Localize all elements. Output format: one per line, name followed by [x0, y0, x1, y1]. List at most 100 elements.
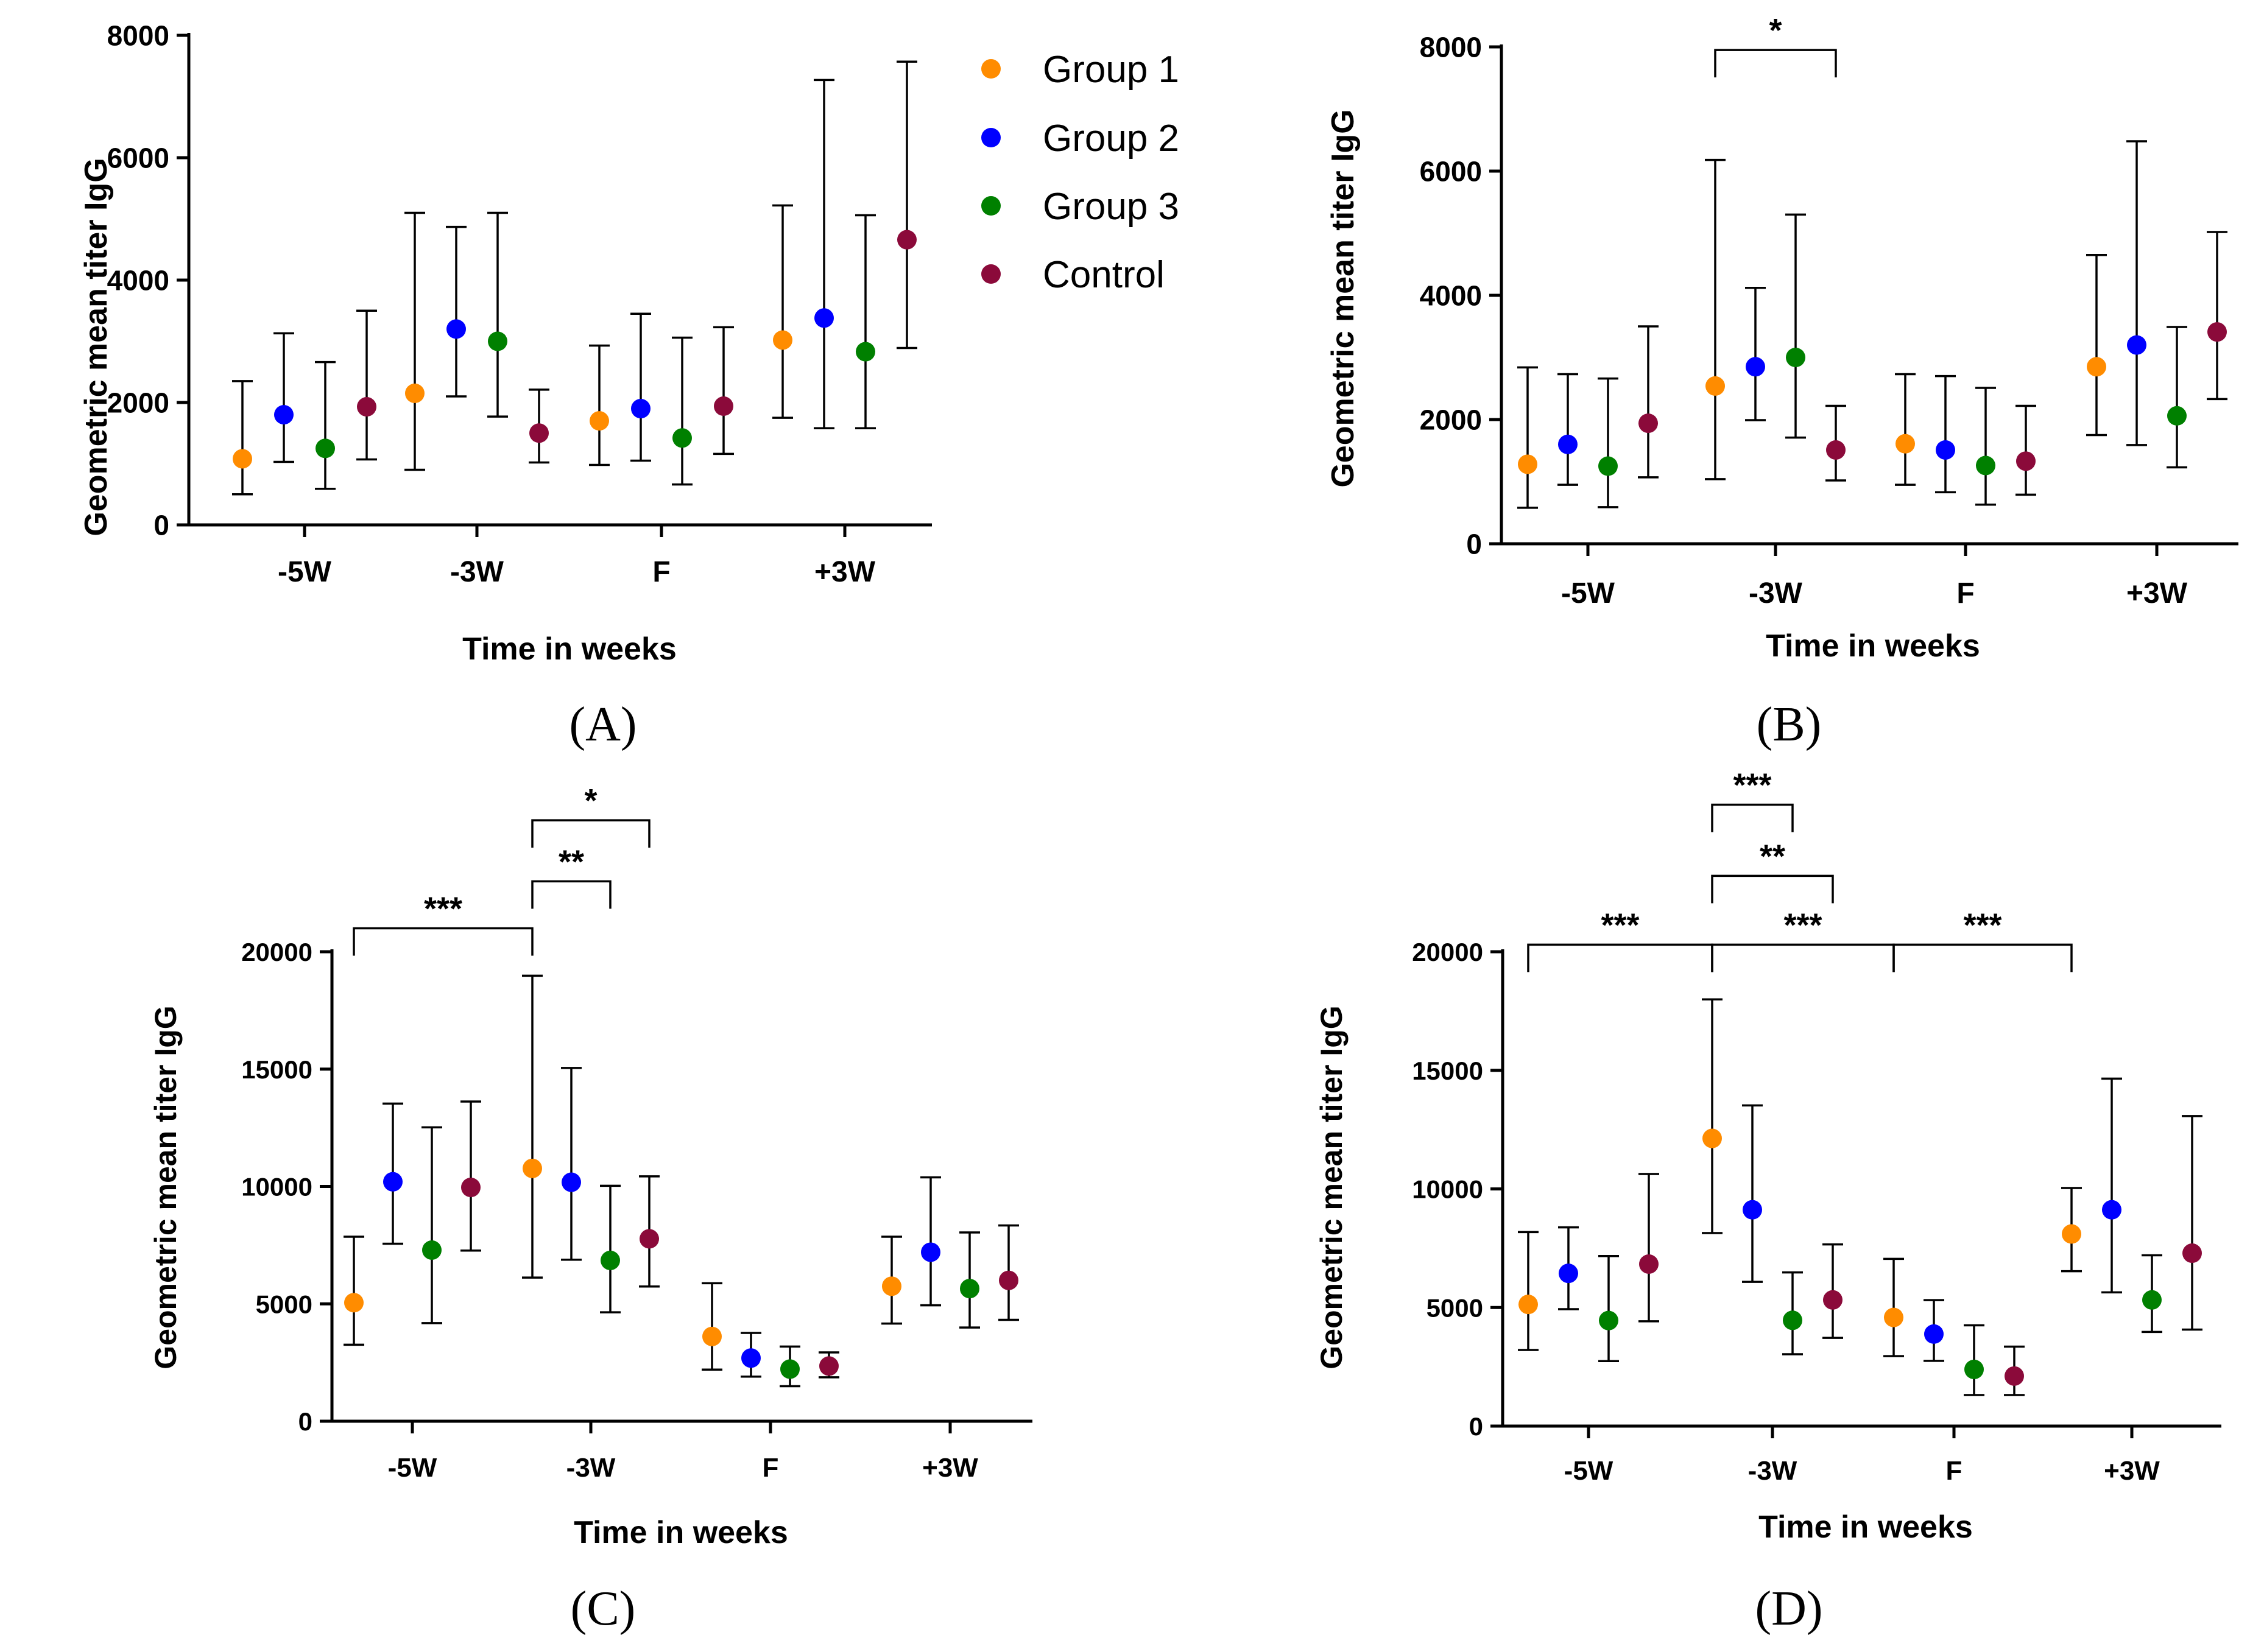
y-tick-label: 15000: [241, 1055, 312, 1084]
significance-bracket: [1711, 803, 1794, 832]
data-point: [274, 405, 294, 425]
significance-label: *: [584, 782, 597, 819]
data-point: [344, 1293, 364, 1313]
panel-c-label: (C): [571, 1582, 636, 1636]
data-point: [316, 438, 335, 459]
data-point: [1884, 1307, 1903, 1327]
data-point: [1598, 456, 1618, 476]
y-tick-label: 2000: [107, 387, 169, 419]
data-point: [2182, 1243, 2202, 1264]
legend-marker-group-3: [981, 196, 1001, 216]
y-tick-label: 2000: [1420, 404, 1482, 436]
data-point: [2087, 357, 2106, 377]
data-point: [1826, 440, 1846, 460]
data-point: [488, 331, 507, 351]
data-point: [1743, 1200, 1762, 1220]
data-point: [2127, 335, 2146, 355]
data-point: [562, 1172, 581, 1192]
data-point: [640, 1229, 659, 1249]
legend-label-group-2: Group 2: [1043, 118, 1179, 160]
significance-bracket: [1892, 943, 2073, 972]
data-point: [233, 449, 252, 469]
panel-c-ylabel: Geometric mean titer IgG: [149, 1005, 183, 1369]
significance-bracket: [1527, 943, 1713, 972]
legend: Group 1 Group 2 Group 3 Control: [981, 49, 1179, 296]
data-point: [1558, 434, 1578, 454]
legend-label-control: Control: [1043, 254, 1165, 296]
significance-label: ***: [424, 890, 462, 927]
x-tick-label: -5W: [1561, 577, 1615, 610]
legend-label-group-1: Group 1: [1043, 49, 1179, 91]
x-tick-label: F: [652, 556, 670, 588]
data-point: [882, 1276, 901, 1296]
data-point: [1976, 455, 1995, 476]
y-tick-label: 20000: [241, 938, 312, 966]
y-tick-label: 0: [153, 510, 169, 541]
y-tick-label: 0: [298, 1407, 312, 1436]
panel-a-label: (A): [569, 698, 637, 751]
data-point: [921, 1242, 940, 1262]
data-point: [2142, 1290, 2162, 1310]
data-point: [2005, 1366, 2024, 1386]
legend-label-group-3: Group 3: [1043, 186, 1179, 228]
data-point: [741, 1348, 761, 1368]
x-tick-label: -5W: [278, 556, 332, 588]
significance-bracket: [531, 819, 651, 848]
data-point: [702, 1326, 722, 1346]
data-point: [1895, 434, 1915, 454]
y-tick-label: 0: [1466, 529, 1482, 560]
data-point: [2062, 1224, 2081, 1244]
data-point: [529, 423, 549, 443]
data-point: [814, 308, 834, 328]
significance-label: **: [559, 843, 584, 880]
data-point: [2102, 1200, 2121, 1220]
y-tick-label: 6000: [1420, 156, 1482, 188]
data-point: [2016, 451, 2036, 471]
data-point: [2207, 322, 2227, 342]
panel-b-label: (B): [1757, 698, 1822, 751]
x-tick-label: -3W: [1749, 577, 1803, 610]
panel-a: 0 2000 4000 6000 8000 -5W -3W F +3W Geometric me…: [79, 20, 1179, 751]
data-point: [590, 411, 609, 431]
panel-b-xlabel: Time in weeks: [1766, 628, 1980, 664]
panel-a-xlabel: Time in weeks: [462, 631, 677, 667]
x-tick-label: F: [763, 1453, 779, 1483]
y-tick-label: 4000: [107, 265, 169, 297]
data-point: [819, 1356, 839, 1376]
x-tick-label: -5W: [1564, 1456, 1613, 1486]
legend-marker-group-1: [981, 59, 1001, 79]
panel-d-xlabel: Time in weeks: [1758, 1510, 1973, 1545]
panel-b: 0 2000 4000 6000 8000 -5W -3W F +3W * Geometric m…: [1325, 12, 2238, 751]
x-tick-label: F: [1956, 577, 1974, 610]
y-tick-label: 5000: [1426, 1293, 1483, 1322]
data-point: [1518, 1295, 1538, 1315]
data-point: [672, 428, 692, 448]
data-point: [405, 383, 425, 403]
significance-label: ***: [1601, 907, 1639, 943]
data-point: [1924, 1324, 1944, 1344]
significance-bracket: [1714, 49, 1837, 78]
data-point: [1559, 1264, 1578, 1284]
y-tick-label: 20000: [1412, 938, 1483, 966]
data-point: [1518, 454, 1537, 474]
x-tick-label: +3W: [814, 556, 876, 588]
data-point: [960, 1279, 979, 1299]
y-tick-label: 0: [1469, 1412, 1483, 1441]
data-point: [1964, 1359, 1984, 1379]
significance-label: *: [1769, 12, 1782, 49]
x-tick-label: +3W: [2126, 577, 2188, 610]
data-point: [1746, 357, 1765, 377]
data-point: [601, 1250, 620, 1270]
data-point: [383, 1172, 403, 1192]
data-point: [1639, 1254, 1659, 1274]
data-point: [422, 1240, 442, 1260]
x-tick-label: -3W: [1748, 1456, 1797, 1486]
y-tick-label: 15000: [1412, 1056, 1483, 1085]
data-point: [780, 1359, 800, 1379]
y-tick-label: 10000: [1412, 1175, 1483, 1204]
x-tick-label: F: [1946, 1456, 1962, 1486]
significance-bracket: [1711, 943, 1895, 972]
data-point: [1783, 1310, 1802, 1330]
y-tick-label: 5000: [256, 1290, 312, 1318]
